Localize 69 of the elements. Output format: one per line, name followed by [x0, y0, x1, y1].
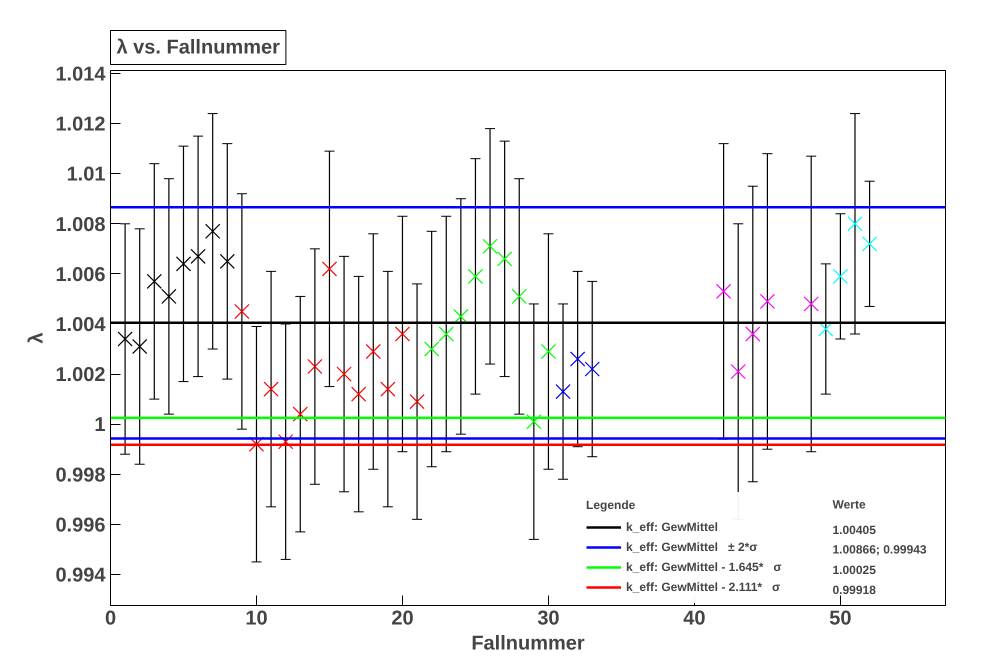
point: [322, 261, 338, 277]
y-tick-label: 1.014: [55, 64, 106, 86]
point: [394, 326, 410, 342]
annotation: 1.00025: [832, 563, 876, 577]
point: [278, 434, 294, 450]
y-tick-label: 1.008: [55, 214, 106, 236]
point: [234, 304, 250, 320]
point: [716, 284, 732, 300]
x-tick-label: 0: [104, 608, 116, 630]
point: [205, 224, 220, 239]
x-tick-label: 20: [391, 608, 414, 630]
x-tick-label: 30: [537, 608, 560, 630]
point: [832, 268, 848, 284]
legend-label: k_eff: GewMittel ± 2*σ: [626, 540, 758, 554]
point: [760, 294, 776, 310]
point: [336, 366, 352, 382]
point: [220, 254, 235, 270]
point: [496, 251, 512, 267]
point: [730, 364, 746, 380]
point: [409, 394, 425, 410]
point: [862, 236, 878, 252]
point: [745, 326, 760, 342]
legend-label: k_eff: GewMittel: [626, 520, 718, 534]
y-axis-title: λ: [25, 332, 48, 344]
point: [804, 296, 819, 312]
point: [292, 406, 308, 422]
annotation: Werte: [832, 498, 866, 512]
y-tick-label: 1.004: [55, 314, 106, 336]
point: [117, 331, 133, 347]
point: [438, 326, 454, 342]
annotation: 0.99918: [832, 583, 876, 597]
point: [540, 344, 556, 360]
annotation: 1.00866; 0.99943: [832, 542, 927, 556]
y-tick-label: 0.994: [55, 564, 106, 586]
point: [307, 358, 323, 374]
y-tick-label: 1.002: [55, 364, 106, 386]
point: [161, 288, 177, 304]
legend-label: k_eff: GewMittel - 2.111* σ: [626, 580, 780, 594]
y-tick-label: 1: [94, 414, 106, 436]
point: [526, 414, 542, 430]
point: [190, 248, 206, 264]
point: [847, 216, 863, 232]
point: [570, 351, 586, 367]
x-axis-title: Fallnummer: [471, 632, 585, 654]
x-tick-label: 10: [245, 608, 268, 630]
annotation: 1.00405: [832, 523, 876, 537]
point: [482, 238, 498, 254]
point: [468, 268, 484, 284]
x-tick-label: 50: [829, 608, 852, 630]
y-tick-label: 0.998: [55, 464, 106, 486]
point: [512, 288, 527, 304]
point: [350, 386, 366, 402]
point: [263, 381, 279, 397]
legend-title: Legende: [586, 498, 636, 512]
point: [424, 341, 440, 357]
y-tick-label: 1.006: [55, 264, 106, 286]
point: [380, 381, 396, 397]
point: [176, 256, 192, 272]
x-tick-label: 40: [683, 608, 706, 630]
chart-title: λ vs. Fallnummer: [116, 36, 280, 58]
legend-label: k_eff: GewMittel - 1.645* σ: [626, 560, 782, 574]
point: [146, 274, 162, 290]
y-tick-label: 1.012: [55, 114, 106, 136]
point: [366, 344, 381, 360]
y-tick-label: 1.01: [66, 164, 106, 186]
point: [584, 361, 600, 377]
y-tick-label: 0.996: [55, 514, 106, 536]
point: [132, 338, 148, 354]
point: [555, 384, 571, 400]
